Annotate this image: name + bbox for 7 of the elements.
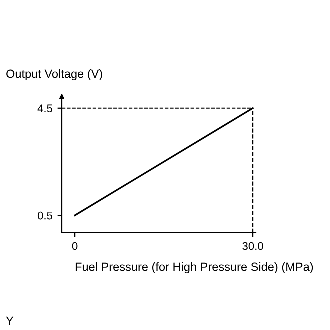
text: Y xyxy=(6,316,14,326)
y-axis-title: Output Voltage (V) xyxy=(6,70,102,80)
y-tick-label: 4.5 xyxy=(38,104,53,113)
x-tick-label: 30.0 xyxy=(242,242,264,250)
y-tick-label: 0.5 xyxy=(38,212,53,220)
x-tick-label: 0 xyxy=(72,242,78,250)
x-axis-title: Fuel Pressure (for High Pressure Side) (MPa) xyxy=(76,262,314,274)
